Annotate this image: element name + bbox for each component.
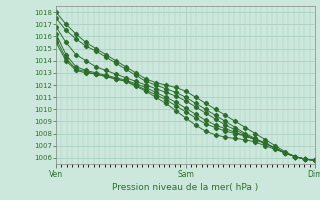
X-axis label: Pression niveau de la mer( hPa ): Pression niveau de la mer( hPa ) <box>112 183 259 192</box>
